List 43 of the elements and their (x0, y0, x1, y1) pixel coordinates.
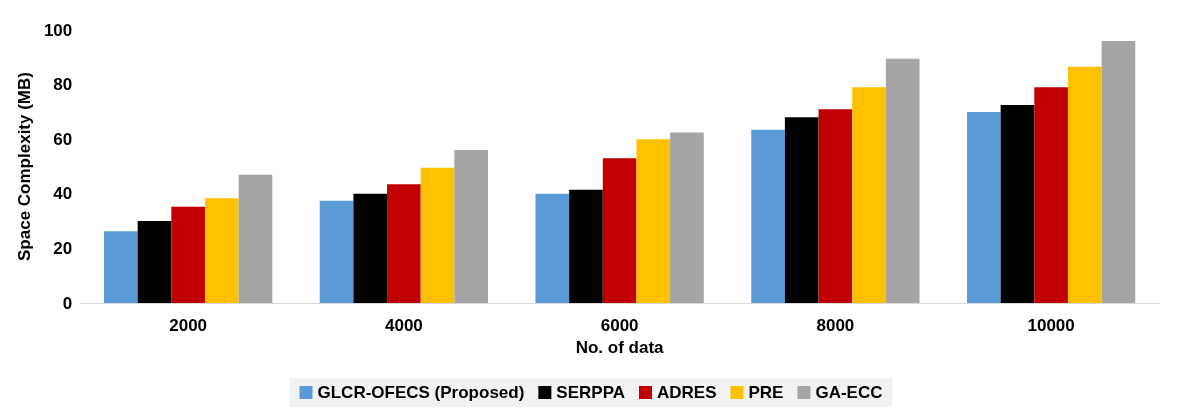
bar (784, 117, 819, 303)
y-tick-label: 0 (62, 293, 73, 313)
bar (353, 193, 388, 303)
x-axis-title: No. of data (575, 337, 665, 357)
x-tick-label: 4000 (384, 316, 423, 335)
legend-label: ADRES (656, 383, 717, 402)
bar (137, 221, 172, 303)
bar (204, 198, 239, 303)
x-tick-label: 2000 (169, 316, 208, 335)
legend-label: PRE (748, 383, 784, 402)
bar (966, 111, 1001, 303)
legend-label: GLCR-OFECS (Proposed) (317, 383, 525, 402)
bar (420, 167, 455, 303)
legend-label: SERPPA (556, 383, 625, 402)
bar (1101, 40, 1136, 303)
bar (454, 150, 489, 303)
bar (751, 129, 785, 303)
bar (1000, 105, 1035, 303)
y-tick-label: 100 (43, 20, 73, 40)
bar (1067, 66, 1102, 303)
y-tick-label: 80 (53, 75, 73, 95)
y-tick-label: 20 (53, 238, 73, 258)
y-axis-title: Space Complexity (MB) (15, 72, 34, 261)
bar (319, 200, 354, 303)
x-tick-label: 8000 (816, 316, 855, 335)
bar (602, 158, 637, 303)
bar (238, 174, 273, 303)
bar (569, 189, 603, 303)
bar (852, 87, 886, 303)
bar (670, 132, 704, 303)
x-tick-label: 6000 (600, 316, 639, 335)
bar (171, 206, 205, 303)
bar (636, 139, 671, 303)
y-tick-label: 40 (53, 184, 73, 204)
bar (535, 193, 570, 303)
y-tick-label: 60 (53, 129, 73, 149)
bar (387, 184, 421, 303)
legend-label: GA-ECC (815, 383, 883, 402)
bar (818, 109, 853, 303)
bar (104, 231, 138, 303)
bar (1034, 87, 1068, 303)
bar (885, 58, 920, 303)
x-tick-label: 10000 (1027, 316, 1075, 335)
